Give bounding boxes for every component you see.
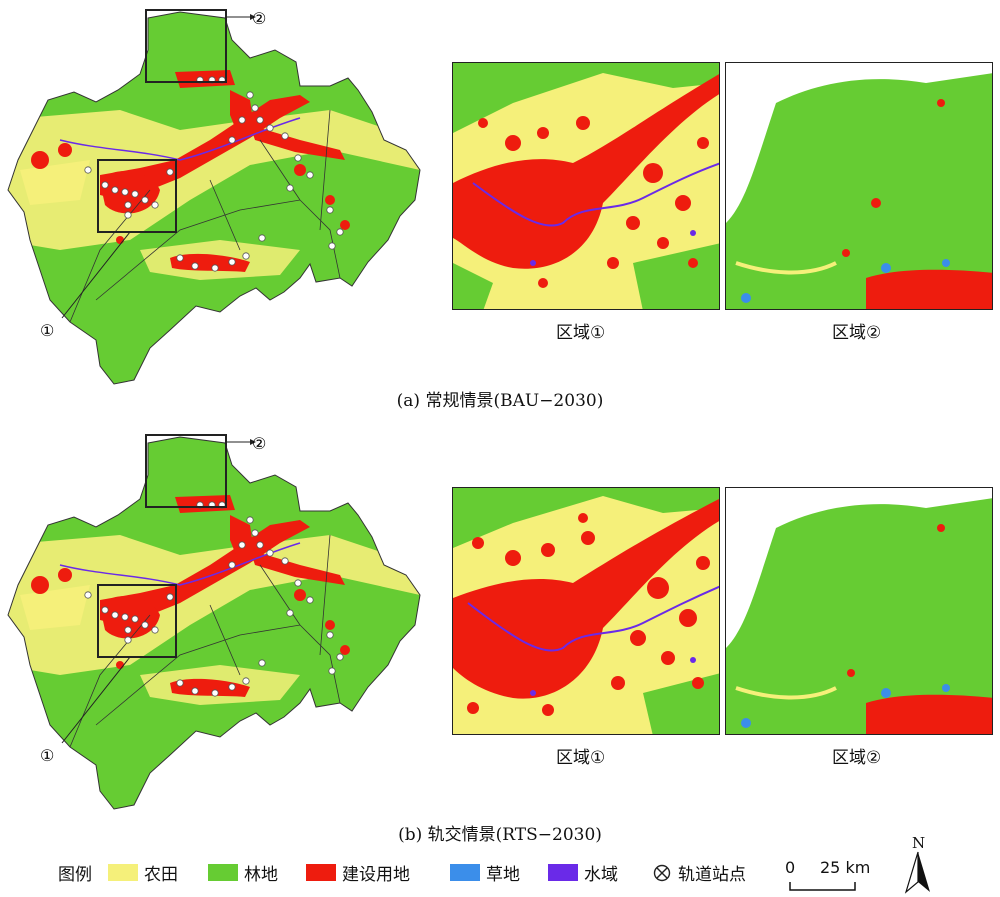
region-map: ② ① <box>0 434 440 825</box>
scale-bar: 0 25 km <box>785 852 875 892</box>
inset-region-2 <box>725 487 993 735</box>
region-map: ② ① <box>0 9 440 400</box>
legend-item-built: 建设用地 <box>306 860 410 885</box>
caption-b: (b) 轨交情景(RTS−2030) <box>398 825 602 845</box>
legend-swatch <box>306 864 336 881</box>
legend-item-water: 水域 <box>548 860 618 885</box>
north-arrow-icon <box>904 851 930 894</box>
inset-region-1 <box>452 62 720 310</box>
legend-label: 建设用地 <box>342 865 410 885</box>
legend: 图例 农田 林地 建设用地 草地 水域 轨道站点 0 25 km N <box>0 834 1000 897</box>
legend-swatch <box>548 864 578 881</box>
legend-label: 水域 <box>584 865 618 885</box>
legend-label: 农田 <box>144 865 178 885</box>
scale-zero: 0 <box>785 858 796 877</box>
caption-a: (a) 常规情景(BAU−2030) <box>396 391 604 411</box>
legend-title: 图例 <box>58 865 92 885</box>
callout-one: ① <box>40 321 54 340</box>
north-arrow: N <box>900 834 940 897</box>
legend-swatch <box>450 864 480 881</box>
inset-label-1: 区域① <box>556 748 606 768</box>
inset-region-1 <box>452 487 720 735</box>
inset-label-2: 区域② <box>832 323 882 343</box>
legend-label: 林地 <box>244 865 278 885</box>
inset-region-2 <box>725 62 993 310</box>
legend-item-station: 轨道站点 <box>652 860 746 885</box>
circled-x-icon <box>653 864 671 881</box>
scale-value: 25 km <box>820 858 871 877</box>
callout-two: ② <box>252 9 266 28</box>
legend-label: 轨道站点 <box>678 865 746 885</box>
inset-label-1: 区域① <box>556 323 606 343</box>
scale-line <box>789 882 856 891</box>
legend-swatch <box>208 864 238 881</box>
north-label: N <box>912 834 926 852</box>
callout-one: ① <box>40 746 54 765</box>
legend-item-grass: 草地 <box>450 860 520 885</box>
legend-item-forest: 林地 <box>208 860 278 885</box>
legend-label: 草地 <box>486 865 520 885</box>
legend-swatch <box>108 864 138 881</box>
callout-two: ② <box>252 434 266 453</box>
panel-bau: ② ① 区域① 区域② ( <box>0 0 1000 420</box>
inset-label-2: 区域② <box>832 748 882 768</box>
panel-rts: ② ① 区域① 区域② <box>0 425 1000 845</box>
legend-item-farmland: 农田 <box>108 860 178 885</box>
